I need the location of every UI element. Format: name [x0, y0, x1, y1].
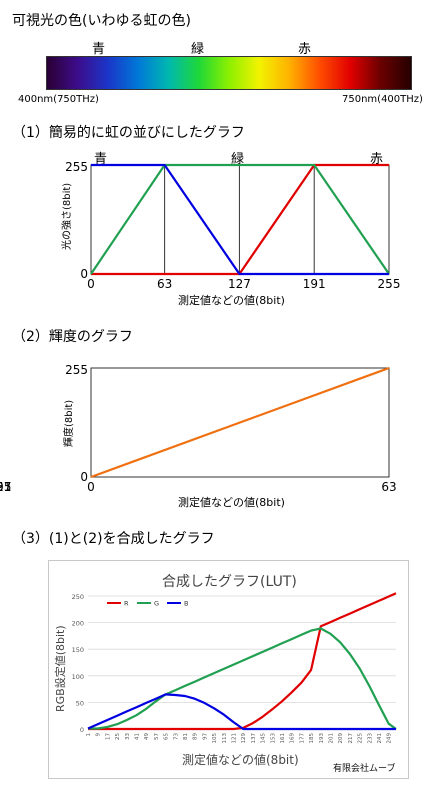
chart3-ylabel: RGB設定値(8bit) [54, 625, 67, 712]
chart3-x-tick-label: 233 [367, 733, 373, 744]
chart3-x-tick-label: 201 [329, 733, 335, 744]
section2-title: （2）輝度のグラフ [12, 329, 133, 345]
chart3-x-tick-label: 145 [261, 733, 267, 744]
chart3-x-tick-label: 121 [232, 733, 238, 744]
chart1-y-tick-label: 0 [80, 267, 88, 281]
chart3-series-line-G [88, 627, 397, 730]
chart3-legend-label-R: R [124, 600, 129, 608]
chart1-x-tick-label: 63 [157, 277, 172, 291]
chart2-y-tick-label: 0 [80, 470, 88, 484]
chart3-x-tick-label: 97 [202, 733, 208, 740]
chart3-x-tick-label: 17 [105, 733, 111, 740]
chart2-y-tick-label: 255 [65, 363, 88, 377]
chart1-x-tick-label: 255 [378, 277, 401, 291]
chart2-x-tick-label: 63 [381, 480, 396, 494]
spectrum-label-green: 緑 [191, 42, 205, 57]
chart1-x-tick-label: 191 [303, 277, 326, 291]
chart2-x-tick-label: 0 [87, 480, 95, 494]
spectrum-right-label: 750nm(400THz) [342, 94, 423, 105]
chart3-x-tick-label: 241 [377, 733, 383, 744]
chart2-x-tick-label: 255 [0, 480, 11, 494]
chart3-x-tick-label: 33 [125, 733, 131, 740]
chart3-x-tick-label: 25 [115, 733, 121, 740]
chart3-y-tick-label: 0 [80, 726, 84, 734]
chart3-x-tick-label: 105 [212, 733, 218, 744]
chart3-x-tick-label: 217 [348, 733, 354, 744]
chart1-x-tick-label: 127 [228, 277, 251, 291]
chart3-x-tick-label: 65 [164, 733, 170, 740]
chart3-x-tick-label: 113 [222, 733, 228, 744]
spectrum-label-blue: 青 [92, 42, 106, 57]
spectrum-bar [46, 56, 412, 90]
chart3-x-tick-label: 249 [387, 733, 393, 744]
chart3-x-tick-label: 193 [319, 733, 325, 744]
chart1-x-tick-label: 0 [87, 277, 95, 291]
chart3-x-tick-label: 161 [280, 733, 286, 744]
chart3-x-tick-label: 137 [251, 733, 257, 744]
chart3-x-tick-label: 89 [193, 733, 199, 740]
chart3-y-tick-label: 150 [72, 646, 84, 654]
chart3-footer: 有限会社ムーブ [333, 764, 396, 774]
chart3-frame [48, 560, 409, 779]
chart3-x-tick-label: 57 [154, 733, 160, 740]
chart1-xlabel: 測定値などの値(8bit) [178, 294, 285, 307]
chart3-series-line-B [87, 693, 396, 731]
section1-region-blue: 青 [94, 152, 108, 167]
chart2-x-tick-label: 127 [0, 480, 11, 494]
chart3-y-tick-label: 200 [72, 620, 84, 628]
chart1-series-line-2 [91, 163, 389, 276]
chart3-title: 合成したグラフ(LUT) [162, 574, 297, 590]
chart3-y-tick-label: 250 [72, 593, 84, 601]
chart3-legend-label-G: G [154, 600, 159, 608]
chart2-xlabel: 測定値などの値(8bit) [178, 496, 285, 509]
chart3-y-tick-label: 50 [76, 699, 84, 707]
chart3-x-tick-label: 177 [299, 733, 305, 744]
chart3-x-tick-label: 9 [96, 733, 102, 737]
chart3-x-tick-label: 209 [338, 733, 344, 744]
spectrum-label-red: 赤 [298, 42, 312, 57]
chart2-x-tick-label: 191 [0, 480, 11, 494]
chart3-x-tick-label: 41 [135, 733, 141, 740]
chart3-xlabel: 測定値などの値(8bit) [182, 753, 299, 767]
chart3-x-tick-label: 81 [183, 733, 189, 740]
chart3-legend-label-B: B [184, 600, 188, 608]
chart3-x-tick-label: 225 [358, 733, 364, 744]
chart3-x-tick-label: 1 [86, 733, 92, 737]
chart2-plot-frame [90, 367, 390, 478]
section1-region-green: 緑 [231, 152, 245, 167]
chart3-x-tick-label: 129 [241, 733, 247, 744]
chart2-series-line-0 [90, 366, 390, 479]
chart3-x-tick-label: 73 [173, 733, 179, 740]
chart1-series-line-1 [90, 163, 390, 275]
chart1-y-tick-label: 255 [65, 160, 88, 174]
chart3-x-tick-label: 49 [144, 733, 150, 740]
section1-title: （1）簡易的に虹の並びにしたグラフ [12, 125, 245, 141]
spectrum-left-label: 400nm(750THz) [18, 94, 99, 105]
section3-title: （3）(1)と(2)を合成したグラフ [12, 531, 215, 547]
chart3-x-tick-label: 169 [290, 733, 296, 744]
chart3-x-tick-label: 185 [309, 733, 315, 744]
chart3-x-tick-label: 153 [270, 733, 276, 744]
page-title: 可視光の色(いわゆる虹の色) [12, 13, 191, 29]
chart3-y-tick-label: 100 [72, 673, 84, 681]
section1-region-red: 赤 [370, 152, 384, 167]
